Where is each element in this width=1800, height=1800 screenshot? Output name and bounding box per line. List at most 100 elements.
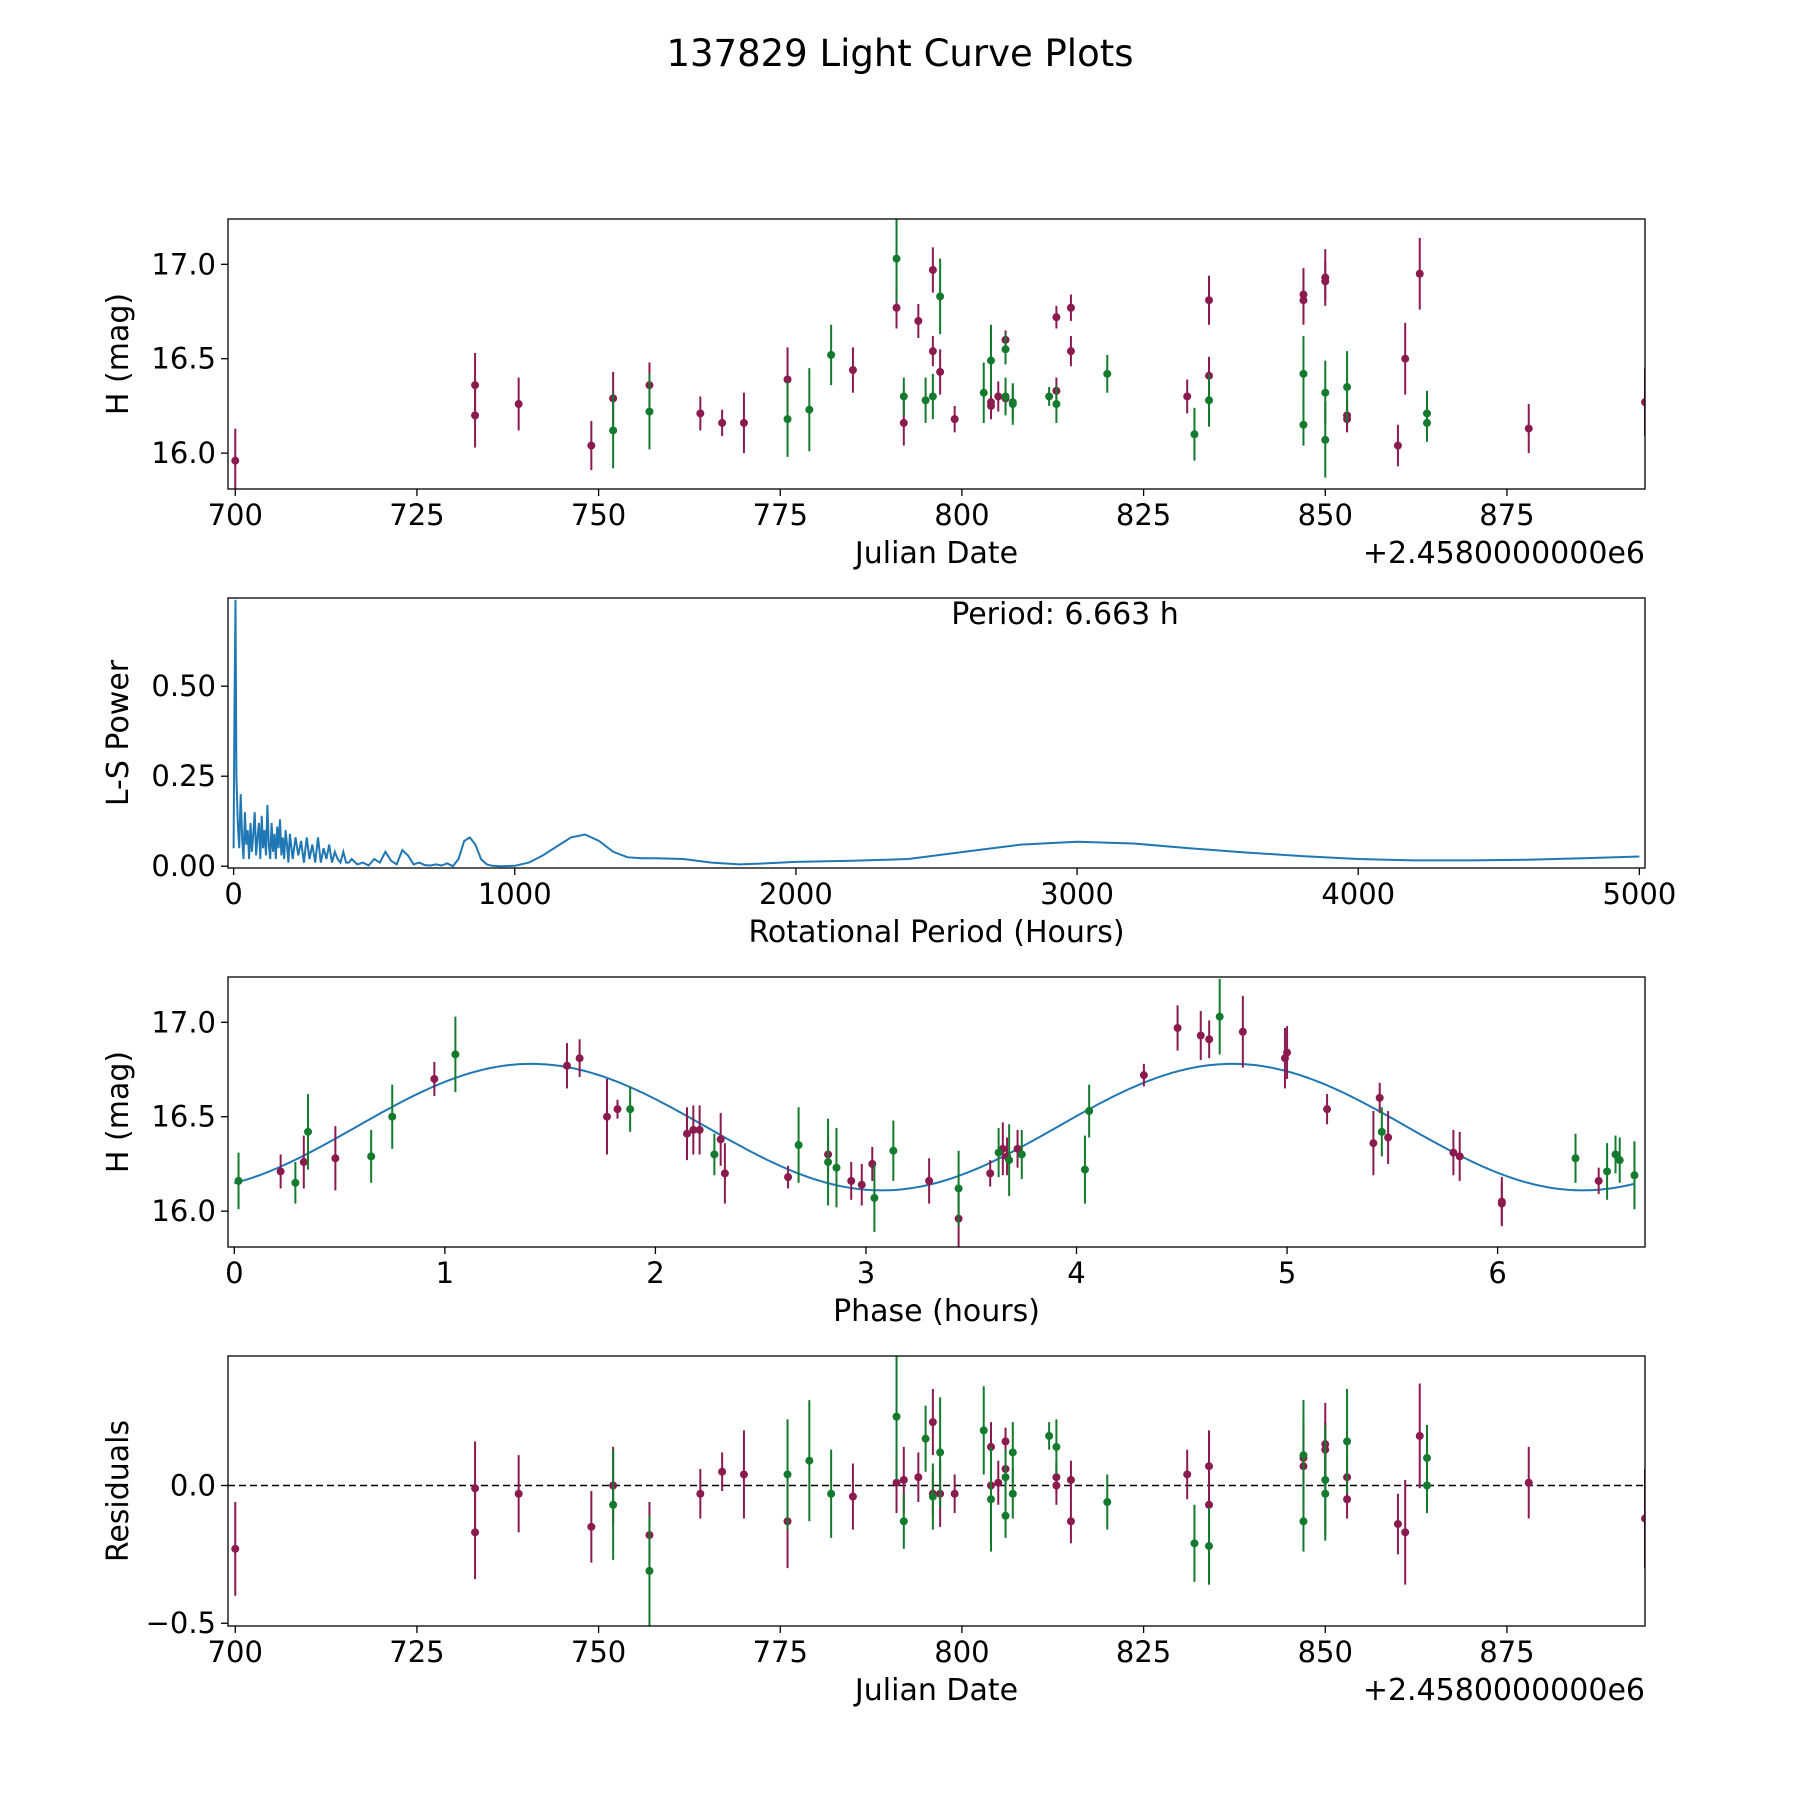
phased-filter_b-point [832,1163,841,1172]
phased-filter_a-point [986,1169,995,1178]
phased-filter_a-point [689,1125,698,1134]
panels: 700 725 750 775 800 825 850 875 16.0 16.5 17.0 Juli… [101,218,1676,1708]
phased-filter_a-point [430,1074,439,1083]
lightcurve-ytick-label: 17.0 [151,247,216,281]
residuals-filter_b-point [1343,1437,1352,1446]
lightcurve-filter_b-point [987,356,995,365]
lightcurve-filter_a-point [914,316,923,325]
residuals-ytick-label: −0.5 [146,1606,216,1640]
residuals-filter_a-point [1066,1517,1075,1526]
lightcurve-filter_a-point [471,411,480,420]
residuals-xtick-label: 850 [1298,1635,1353,1669]
phased-filter_a-point [682,1129,691,1138]
phased-xtick-label: 0 [225,1256,243,1290]
lightcurve-filter_a-point [1205,296,1213,305]
lightcurve-filter_a-point [1393,441,1402,450]
lightcurve-filter_a-point [1066,303,1075,312]
residuals-filter_a-point [1205,1500,1213,1509]
residuals-filter_a-point [848,1492,857,1501]
lightcurve-filter_b-point [1321,388,1330,397]
residuals-filter_b-point [1001,1511,1010,1520]
lightcurve-filter_b-point [921,396,930,405]
phased-filter_a-point [562,1061,571,1070]
lightcurve-plot-area [231,219,1645,489]
phased-filter_b-point [994,1148,1003,1157]
periodogram-ytick-label: 0.25 [151,759,216,793]
periodogram-xtick-label: 4000 [1321,877,1395,911]
phased-filter_a-point [1238,1027,1247,1036]
residuals-filter_a-point [928,1418,937,1427]
phased-filter_a-point [925,1176,934,1185]
lightcurve-filter_b-point [1008,398,1017,407]
residuals-xtick-label: 750 [571,1635,626,1669]
residuals-filter_b-point [1423,1481,1431,1490]
lightcurve-filter_a-point [587,441,596,450]
residuals-ytick-label: 0.0 [170,1468,216,1502]
lightcurve-filter_a-point [1183,392,1192,401]
lightcurve-filter_b-point [783,415,792,424]
residuals-filter_b-point [1052,1442,1061,1451]
lightcurve-filter_a-point [1321,277,1330,286]
residuals-filter_a-point [587,1522,596,1531]
phased-filter_a-point [857,1180,866,1189]
lightcurve-filter_a-point [987,401,995,410]
lightcurve-xtick-label: 800 [934,498,989,532]
lightcurve-xtick-label: 750 [571,498,626,532]
residuals-filter_b-point [928,1492,937,1501]
residuals-filter_a-point [950,1489,959,1498]
residuals-filter_b-point [1321,1475,1330,1484]
phased-filter_b-point [889,1146,898,1155]
phased-filter_a-point [1173,1023,1182,1032]
phased-filter_b-point [1615,1156,1624,1165]
lightcurve-filter_b-point [1205,396,1213,405]
lightcurve-filter_b-point [1001,345,1010,354]
phased-filter_a-point [1384,1133,1393,1142]
phased-filter_a-point [331,1154,340,1163]
residuals-filter_b-point [609,1500,618,1509]
phased-filter_b-point [1085,1107,1094,1116]
periodogram-period-annotation: Period: 6.663 h [951,597,1179,632]
residuals-xlabel: Julian Date [853,1673,1018,1708]
residuals-filter_a-point [1401,1528,1410,1537]
periodogram-axes-frame [227,597,1646,869]
phased-filter_a-point [695,1125,704,1134]
lightcurve-filter_b-point [1423,418,1431,427]
lightcurve-filter_b-point [1321,435,1330,444]
lightcurve-filter_a-point [950,415,959,424]
lightcurve-filter_a-point [928,265,937,274]
lightcurve-filter_b-point [899,392,908,401]
phased-filter_b-point [1005,1156,1014,1165]
lightcurve-filter_b-point [1045,392,1054,401]
periodogram-xtick-label: 2000 [759,877,833,911]
lightcurve-filter_a-point [848,366,857,375]
lightcurve-filter_a-point [1641,398,1645,407]
phased-xtick-label: 4 [1067,1256,1085,1290]
lightcurve-filter_a-point [936,367,945,376]
lightcurve-filter_a-point [783,375,792,384]
residuals-filter_b-point [899,1517,908,1526]
residuals-filter_a-point [1641,1514,1645,1523]
phased-filter_b-point [870,1193,879,1202]
lightcurve-filter_a-point [1299,296,1308,305]
residuals-filter_b-point [645,1566,654,1575]
phased-filter_b-point [1571,1154,1580,1163]
lightcurve-filter_b-point [1001,392,1010,401]
lightcurve-filter_a-point [899,418,908,427]
lightcurve-filter_a-point [928,347,937,356]
residuals-filter_a-point [718,1467,727,1476]
periodogram-xtick-label: 0 [224,877,242,911]
residuals-filter_b-point [1001,1473,1010,1482]
phased-filter_b-point [388,1112,397,1121]
residuals-filter_a-point [1183,1470,1192,1479]
phased-filter_b-point [1215,1012,1224,1021]
lightcurve-filter_a-point [1401,354,1410,363]
periodogram-ytick-label: 0.50 [151,669,216,703]
lightcurve-ytick-label: 16.0 [151,436,216,470]
phased-filter_b-point [1611,1150,1620,1159]
phased-filter_a-point [276,1167,285,1176]
lightcurve-offset-label: +2.4580000000e6 [1363,536,1645,571]
phased-filter_a-point [1323,1105,1332,1114]
phased-filter_a-point [613,1105,622,1114]
phased-ytick-label: 16.0 [151,1194,216,1228]
residuals-offset-label: +2.4580000000e6 [1363,1673,1645,1708]
